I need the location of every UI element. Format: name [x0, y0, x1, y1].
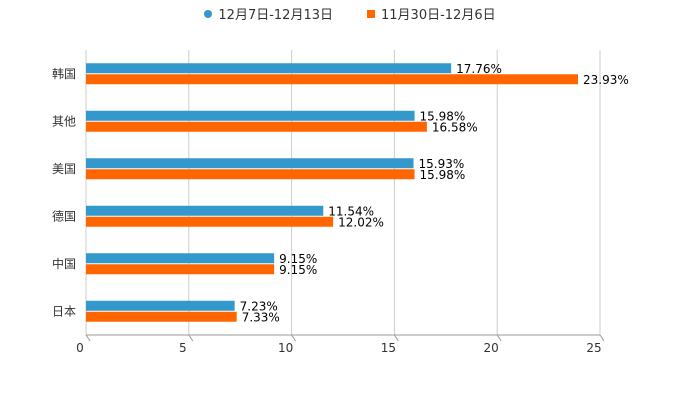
bar-series-1-3: [86, 205, 324, 216]
category-label: 韩国: [52, 66, 76, 81]
legend-item-series-2[interactable]: 11月30日-12月6日: [367, 4, 496, 23]
bar-series-2-4: [86, 264, 275, 275]
data-label: 15.98%: [420, 168, 466, 182]
bar-series-2-2: [86, 169, 415, 180]
data-label: 7.23%: [240, 299, 278, 313]
x-tick-label: 5: [179, 341, 187, 355]
bar-series-2-1: [86, 121, 427, 132]
bar-series-1-5: [86, 300, 235, 311]
legend: 12月7日-12月13日 11月30日-12月6日: [0, 4, 700, 23]
legend-label-series-1: 12月7日-12月13日: [218, 8, 333, 23]
category-label: 德国: [52, 208, 76, 223]
tick-mark-x-4: [496, 334, 502, 342]
data-label: 12.02%: [338, 215, 384, 229]
legend-item-series-1[interactable]: 12月7日-12月13日: [204, 4, 333, 23]
data-label: 9.15%: [279, 252, 317, 266]
category-label: 日本: [52, 304, 76, 318]
tick-mark-x-2: [291, 334, 297, 342]
data-label: 9.15%: [279, 263, 317, 277]
data-label: 15.98%: [420, 109, 466, 123]
tick-mark-x-3: [393, 334, 399, 342]
data-label: 7.33%: [242, 310, 280, 324]
tick-mark-x-0: [85, 334, 91, 342]
bar-series-1-2: [86, 158, 414, 169]
bar-series-2-3: [86, 216, 334, 227]
category-label: 美国: [52, 162, 76, 176]
bar-series-1-1: [86, 110, 415, 121]
data-label: 17.76%: [456, 62, 502, 76]
category-label: 其他: [52, 114, 76, 128]
x-tick-label: 10: [278, 341, 293, 355]
x-tick-label: 25: [586, 341, 601, 355]
tick-mark-x-1: [188, 334, 194, 342]
tick-mark-x-5: [599, 334, 605, 342]
data-label: 23.93%: [583, 73, 629, 87]
bar-series-2-0: [86, 74, 579, 85]
x-tick-label: 0: [76, 341, 84, 355]
data-label: 15.93%: [419, 157, 465, 171]
legend-circle-icon: [204, 9, 213, 18]
bar-series-1-0: [86, 63, 452, 74]
legend-square-icon: [367, 9, 375, 18]
legend-label-series-2: 11月30日-12月6日: [381, 8, 496, 23]
bar-series-1-4: [86, 253, 275, 264]
x-tick-label: 20: [484, 341, 499, 355]
data-label: 11.54%: [328, 204, 374, 218]
data-label: 16.58%: [432, 120, 478, 134]
bar-series-2-5: [86, 311, 237, 322]
x-tick-label: 15: [381, 341, 396, 355]
category-label: 中国: [52, 256, 76, 271]
